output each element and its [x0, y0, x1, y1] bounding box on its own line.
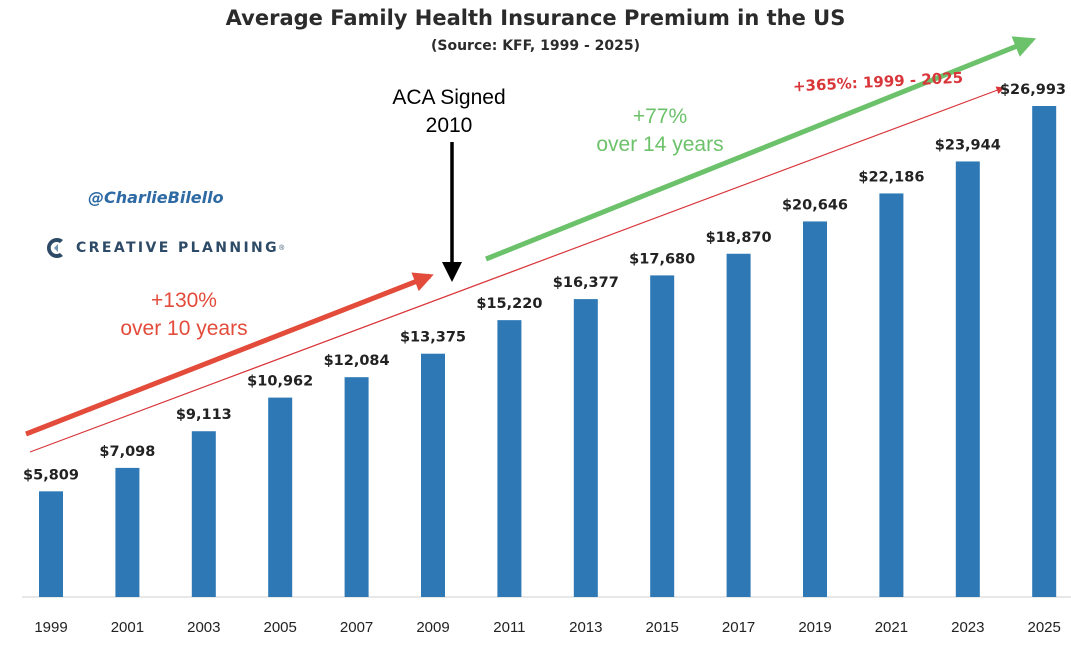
x-tick-label: 2021 — [875, 619, 908, 636]
brand-name: CREATIVE PLANNING — [76, 240, 280, 256]
bar — [497, 320, 522, 597]
bar-value-label: $10,962 — [247, 374, 313, 390]
brand-logo-block: CREATIVE PLANNING ® — [44, 236, 284, 260]
x-tick-label: 2017 — [722, 619, 755, 636]
pre-aca-growth-arrow — [25, 272, 434, 437]
bar-value-label: $15,220 — [476, 296, 542, 312]
bar — [955, 161, 980, 598]
bar-value-label: $23,944 — [935, 137, 1001, 153]
bar — [650, 275, 675, 597]
x-tick-label: 2009 — [416, 619, 449, 636]
bar — [268, 397, 293, 597]
pre-aca-label-line-1: +130% — [151, 289, 217, 312]
x-tick-label: 2023 — [951, 619, 984, 636]
x-tick-label: 2015 — [646, 619, 679, 636]
post-aca-label-line-2: over 14 years — [596, 133, 723, 156]
x-tick-label: 2005 — [264, 619, 297, 636]
author-handle: @CharlieBilello — [88, 188, 224, 207]
bar-value-label: $22,186 — [858, 169, 924, 185]
bar — [115, 467, 140, 597]
bar — [344, 377, 369, 597]
bar-value-label: $16,377 — [553, 275, 619, 291]
bar-value-label: $7,098 — [99, 444, 155, 460]
bar — [573, 299, 598, 597]
bar — [421, 353, 445, 597]
bar-value-label: $5,809 — [23, 467, 79, 483]
bar-value-label: $17,680 — [629, 251, 695, 267]
x-tick-label: 2025 — [1028, 619, 1061, 636]
x-tick-label: 2007 — [340, 619, 373, 636]
post-aca-growth-arrow — [485, 36, 1037, 262]
bar — [39, 491, 63, 597]
creative-planning-logo-icon — [47, 238, 63, 258]
bar — [803, 221, 827, 598]
post-aca-label-line-1: +77% — [633, 105, 687, 128]
x-tick-label: 2011 — [493, 619, 525, 636]
chart-title: Average Family Health Insurance Premium … — [225, 6, 846, 30]
brand-mark: ® — [279, 244, 285, 252]
aca-label-line-1: ACA Signed — [392, 86, 505, 109]
bar-value-label: $9,113 — [176, 407, 232, 423]
bar — [726, 253, 751, 597]
bar-value-label: $13,375 — [400, 330, 466, 346]
bar-value-label: $18,870 — [706, 230, 772, 246]
pre-aca-label-line-2: over 10 years — [120, 317, 247, 340]
bar-value-label: $26,993 — [1000, 82, 1066, 98]
bar — [191, 431, 216, 597]
bar — [1032, 106, 1057, 597]
x-tick-label: 2003 — [187, 619, 220, 636]
x-tick-label: 2013 — [569, 619, 602, 636]
total-growth-label: +365%: 1999 - 2025 — [792, 69, 963, 96]
aca-label-line-2: 2010 — [426, 114, 473, 137]
x-tick-label: 2001 — [111, 619, 144, 636]
x-tick-label: 1999 — [34, 619, 67, 636]
bar-value-label: $20,646 — [782, 197, 848, 213]
x-tick-label: 2019 — [798, 619, 831, 636]
total-growth-trend-arrow — [29, 86, 1005, 453]
bar — [879, 193, 904, 598]
bar-value-label: $12,084 — [324, 353, 390, 369]
chart-subtitle: (Source: KFF, 1999 - 2025) — [430, 38, 641, 54]
